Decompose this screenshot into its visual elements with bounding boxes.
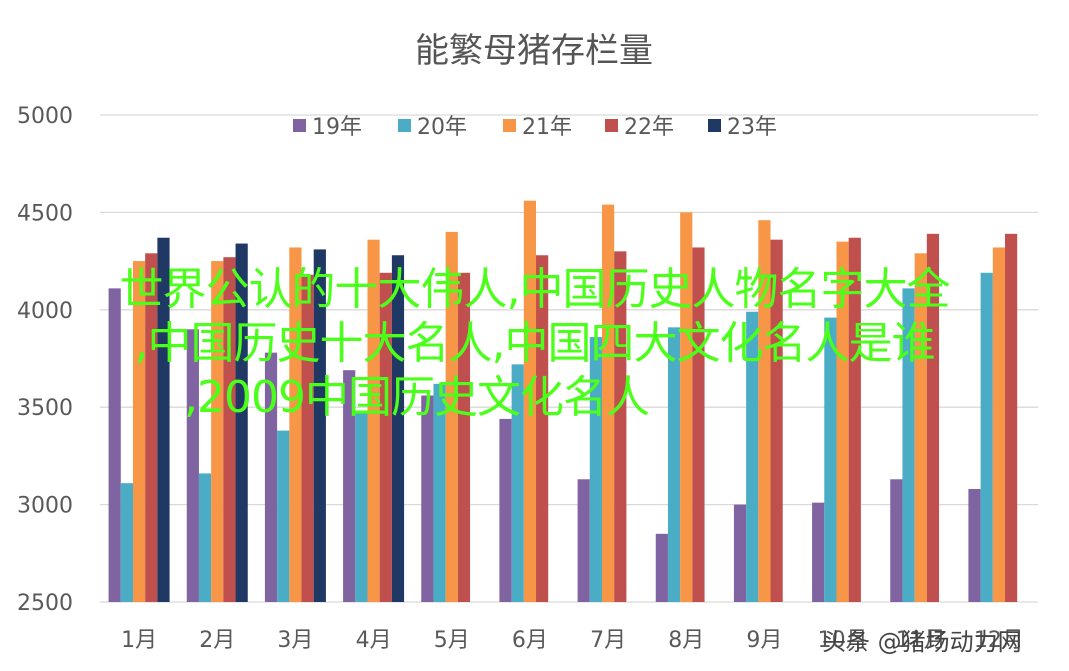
bar xyxy=(120,483,133,602)
legend-label: 21年 xyxy=(522,115,572,140)
bar xyxy=(523,200,537,602)
y-tick-label: 4500 xyxy=(17,201,73,226)
bar xyxy=(132,261,146,602)
bar xyxy=(421,395,434,602)
overlay-text-line-3: ,2009中国历史文化名人 xyxy=(184,372,650,423)
bar xyxy=(812,502,825,602)
bar xyxy=(264,352,278,602)
legend-label: 23年 xyxy=(727,115,777,140)
x-tick-label: 7月 xyxy=(590,628,626,653)
bar xyxy=(313,249,326,603)
bar xyxy=(926,233,940,602)
x-tick-label: 9月 xyxy=(746,628,782,653)
chart-title: 能繁母猪存栏量 xyxy=(415,31,653,71)
bar xyxy=(589,337,602,602)
bar xyxy=(601,204,615,602)
legend-swatch xyxy=(503,119,516,132)
bar xyxy=(758,220,771,602)
x-tick-label: 8月 xyxy=(668,628,704,653)
bar xyxy=(145,253,158,603)
x-tick-label: 3月 xyxy=(277,628,313,653)
legend-label: 22年 xyxy=(624,115,674,140)
legend-swatch xyxy=(293,119,306,132)
y-axis-ticks: 2500 3000 3500 4000 4500 5000 xyxy=(17,104,73,616)
y-tick-label: 5000 xyxy=(17,104,73,129)
bar xyxy=(914,253,927,603)
bar xyxy=(614,251,627,603)
legend-swatch xyxy=(398,119,411,132)
gridlines xyxy=(100,114,1038,603)
x-tick-label: 11月 xyxy=(896,628,946,653)
bar xyxy=(824,317,837,602)
bar xyxy=(186,329,199,602)
bar xyxy=(301,274,314,602)
legend: 19年 20年 21年 22年 23年 xyxy=(293,115,777,140)
watermark: 头条 @猪场动力网 xyxy=(822,628,1022,656)
x-tick-label: 10月 xyxy=(818,628,868,653)
bar xyxy=(890,479,903,602)
bar xyxy=(343,370,356,602)
y-tick-label: 2500 xyxy=(17,591,73,616)
y-tick-label: 3000 xyxy=(17,494,73,519)
bar xyxy=(235,243,248,602)
bar xyxy=(367,239,380,602)
legend-label: 19年 xyxy=(312,115,362,140)
x-axis-ticks: 1月 2月 3月 4月 5月 6月 7月 8月 9月 10月 11月 12月 xyxy=(121,628,1024,653)
x-tick-label: 5月 xyxy=(434,628,470,653)
bar xyxy=(457,272,471,602)
bar xyxy=(536,255,549,603)
bar xyxy=(198,473,212,602)
bar xyxy=(277,430,290,602)
bar xyxy=(433,383,446,602)
legend-label: 20年 xyxy=(417,115,467,140)
legend-swatch xyxy=(708,119,721,132)
bar xyxy=(379,272,392,602)
bar xyxy=(499,418,512,602)
bar xyxy=(391,255,405,603)
bar xyxy=(667,327,681,602)
overlay-text-line-1: 世界公认的十大伟人,中国历史人物名字大全 xyxy=(119,264,951,315)
bar xyxy=(355,411,368,602)
bar xyxy=(511,364,524,602)
bar xyxy=(902,288,915,602)
y-tick-label: 4000 xyxy=(17,299,73,324)
bar xyxy=(692,247,705,603)
bar xyxy=(1005,233,1018,602)
bar xyxy=(680,212,693,602)
bar xyxy=(108,288,121,602)
x-tick-label: 4月 xyxy=(356,628,392,653)
bar xyxy=(211,261,224,602)
bar xyxy=(223,257,236,602)
bar xyxy=(157,237,170,602)
overlay-text-line-2: ,中国历史十大名人,中国四大文化名人是谁 xyxy=(134,318,936,369)
bar xyxy=(289,247,302,603)
bar xyxy=(980,272,993,602)
bar xyxy=(992,247,1006,603)
bar xyxy=(577,479,590,602)
x-tick-label: 1月 xyxy=(121,628,157,653)
bar xyxy=(733,504,747,602)
bar xyxy=(836,241,849,602)
x-tick-label: 2月 xyxy=(199,628,235,653)
legend-swatch xyxy=(605,119,618,132)
bar xyxy=(770,239,783,602)
x-tick-label: 6月 xyxy=(512,628,548,653)
bar xyxy=(968,489,981,602)
bar xyxy=(445,231,458,602)
bar xyxy=(655,533,668,602)
y-tick-label: 3500 xyxy=(17,396,73,421)
bars xyxy=(108,200,1018,603)
bar xyxy=(848,237,861,602)
bar xyxy=(746,311,759,602)
x-tick-label: 12月 xyxy=(974,628,1024,653)
